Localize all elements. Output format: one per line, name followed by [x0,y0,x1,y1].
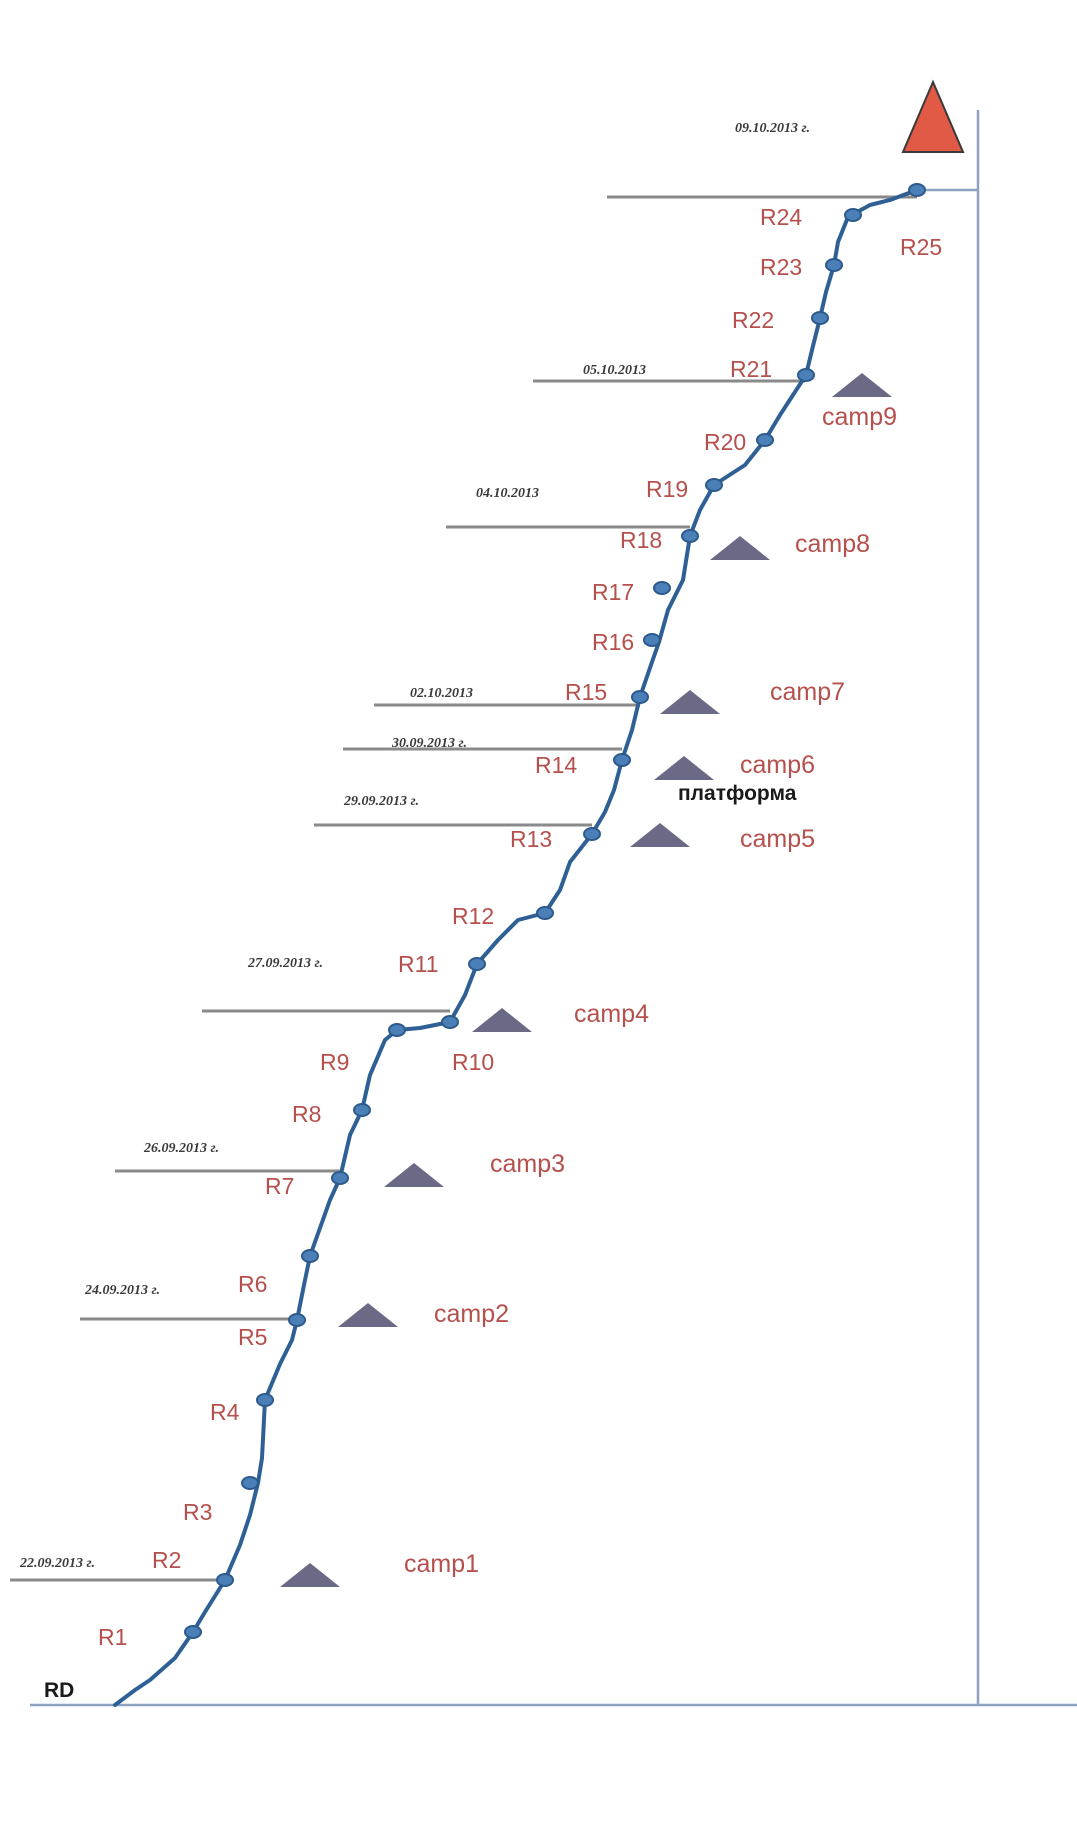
route-label-r25: R25 [900,234,942,260]
camp2-date: 24.09.2013 г. [84,1283,160,1298]
route-label-r13: R13 [510,826,552,852]
route-node-r24 [844,208,862,222]
route-label-r12: R12 [452,903,494,929]
summit-icon [901,79,965,153]
route-node-r23 [825,258,843,272]
route-label-r9: R9 [320,1049,349,1075]
route-label-r14: R14 [535,752,577,778]
route-label-r7: R7 [265,1173,294,1199]
route-label-r16: R16 [592,629,634,655]
route-label-r24: R24 [760,204,802,230]
route-label-r15: R15 [565,679,607,705]
route-label-r8: R8 [292,1101,321,1127]
platform-label: платформа [678,782,797,805]
route-node-r1 [184,1625,202,1639]
route-label-r1: R1 [98,1624,127,1650]
camp5-tent-icon [630,823,690,847]
route-label-r3: R3 [183,1499,212,1525]
route-node-r7 [331,1171,349,1185]
route-node-r3 [241,1476,259,1490]
camp6-date: 30.09.2013 г. [391,736,467,751]
route-node-r2 [216,1573,234,1587]
camp4-tent-icon [472,1008,532,1032]
camp6-label: camp6 [740,751,815,779]
summit-date: 09.10.2013 г. [735,121,810,136]
route-node-r11 [468,957,486,971]
route-node-r15 [631,690,649,704]
route-label-r19: R19 [646,476,688,502]
route-label-r17: R17 [592,579,634,605]
camp1-date: 22.09.2013 г. [19,1556,95,1571]
route-node-r9 [388,1023,406,1037]
camp8-date: 04.10.2013 [476,486,539,501]
camp4-label: camp4 [574,1000,649,1028]
start-label: RD [44,1679,74,1702]
camp3-label: camp3 [490,1150,565,1178]
route-node-r8 [353,1103,371,1117]
camp7-tent-icon [660,690,720,714]
route-label-r21: R21 [730,356,772,382]
route-node-r17 [653,581,671,595]
route-node-r16 [643,633,661,647]
camp9-date: 05.10.2013 [583,363,646,378]
route-label-r10: R10 [452,1049,494,1075]
camp2-label: camp2 [434,1300,509,1328]
route-nodes [184,183,926,1639]
route-node-r6 [301,1249,319,1263]
route-node-r12 [536,906,554,920]
route-node-r4 [256,1393,274,1407]
route-label-r2: R2 [152,1547,181,1573]
camp7-date: 02.10.2013 [410,686,473,701]
route-label-r18: R18 [620,527,662,553]
route-node-r22 [811,311,829,325]
route-node-r13 [583,827,601,841]
route-node-r18 [681,529,699,543]
camp4-date: 27.09.2013 г. [247,956,323,971]
camp3-tent-icon [384,1163,444,1187]
route-node-r10 [441,1015,459,1029]
route-line [113,188,919,1707]
route-label-r11: R11 [398,951,439,977]
camp9-label: camp9 [822,403,897,431]
route-label-r6: R6 [238,1271,267,1297]
camp-tents [280,373,892,1587]
camp9-tent-icon [832,373,892,397]
route-node-r5 [288,1313,306,1327]
route-label-r5: R5 [238,1324,267,1350]
route-label-r4: R4 [210,1399,240,1425]
camp8-tent-icon [710,536,770,560]
camp5-date: 29.09.2013 г. [343,794,419,809]
camp3-date: 26.09.2013 г. [143,1141,219,1156]
route-node-r14 [613,753,631,767]
camp1-label: camp1 [404,1550,479,1578]
route-label-r22: R22 [732,307,774,333]
camp5-label: camp5 [740,825,815,853]
camp1-tent-icon [280,1563,340,1587]
route-node-r21 [797,368,815,382]
route-label-r20: R20 [704,429,746,455]
camp2-tent-icon [338,1303,398,1327]
camp8-label: camp8 [795,530,870,558]
route-node-r20 [756,433,774,447]
route-label-r23: R23 [760,254,802,280]
route-node-r19 [705,478,723,492]
camp6-tent-icon [654,756,714,780]
camp7-label: camp7 [770,678,845,706]
route-node-r25 [908,183,926,197]
